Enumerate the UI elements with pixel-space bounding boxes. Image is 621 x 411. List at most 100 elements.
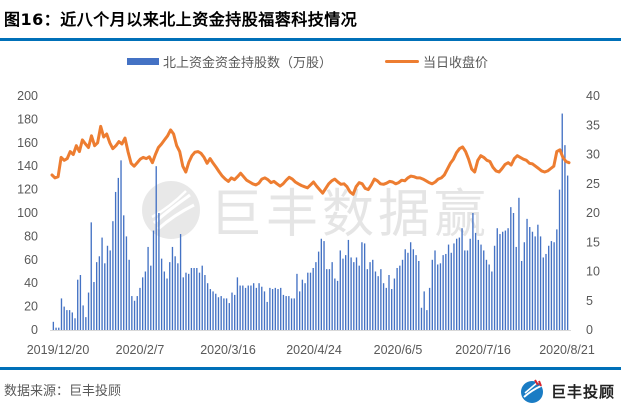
holding-bar [239, 285, 241, 330]
holding-bar [366, 269, 369, 330]
holding-bar [63, 306, 65, 330]
holding-bar [423, 291, 425, 330]
holding-bar [269, 287, 271, 330]
holding-bar [258, 283, 260, 330]
holding-bar [144, 271, 147, 330]
holding-bar [556, 229, 558, 330]
holding-bar [561, 113, 563, 330]
holding-bar [160, 258, 163, 330]
holding-bar [171, 246, 174, 330]
holding-bar [431, 259, 433, 330]
holding-bar [223, 298, 225, 330]
holding-bar [247, 285, 249, 330]
holding-bar [550, 241, 553, 330]
y-left-tick-label: 0 [31, 323, 38, 337]
x-tick-label: 2020/6/5 [374, 343, 423, 357]
holding-bar [485, 259, 488, 330]
holding-bar [274, 287, 276, 330]
holding-bar [131, 296, 133, 330]
y-left-tick-label: 120 [17, 183, 38, 197]
holding-bar [228, 303, 230, 330]
holding-bar [502, 231, 504, 330]
holding-bar [515, 246, 517, 330]
x-tick-label: 2019/12/20 [27, 343, 90, 357]
holding-bar [133, 300, 136, 330]
y-left-tick-label: 200 [17, 89, 38, 103]
holding-bar [350, 257, 352, 330]
holding-bar [177, 263, 179, 330]
holding-bar [150, 265, 152, 330]
chart-legend: 北上资金资金持股数（万股） 当日收盘价 [0, 52, 621, 72]
holding-bar [152, 230, 155, 330]
holding-bar [355, 257, 358, 330]
holding-bar [109, 250, 111, 330]
holding-bar [442, 255, 444, 330]
data-source: 数据来源：巨丰投顾 [4, 384, 122, 399]
holding-bar [93, 282, 95, 330]
holding-bar [328, 269, 331, 330]
holding-bar [510, 207, 512, 330]
legend-close-price-label: 当日收盘价 [423, 56, 489, 71]
legend-line-swatch [385, 60, 419, 63]
chart-plot: 0 20 40 60 80 100 120 140 160 180 200 0 5 10 15 20 25 30 3… [17, 89, 600, 357]
holding-bar [477, 239, 479, 330]
y-left-tick-label: 40 [24, 276, 38, 290]
holding-bar [58, 327, 60, 330]
holding-bar [407, 252, 409, 330]
holding-bar [469, 238, 471, 330]
holding-bar [244, 287, 247, 330]
holding-bar [71, 312, 73, 330]
holding-bar [74, 318, 76, 330]
holding-bar [225, 298, 228, 330]
holding-bar [182, 277, 184, 330]
holding-bar [537, 224, 539, 330]
holding-bar [531, 231, 534, 330]
holding-bar [315, 262, 317, 330]
holding-bar [198, 272, 201, 330]
holding-bar [388, 275, 390, 330]
holding-bar [331, 262, 333, 330]
holding-bar [101, 237, 103, 330]
holding-bar [185, 272, 187, 330]
holding-bar [139, 287, 141, 330]
holding-bar [196, 267, 198, 330]
holding-bar [399, 265, 401, 330]
holding-bar [480, 244, 482, 330]
holding-bar [415, 255, 417, 330]
holding-bar [453, 243, 455, 330]
holding-bar [266, 301, 268, 330]
holding-bar [358, 265, 360, 330]
holding-bar [461, 228, 463, 330]
holding-bar [52, 321, 55, 330]
holding-bar [474, 232, 477, 330]
holding-bar [369, 262, 371, 330]
holding-bar [263, 291, 266, 330]
holding-bar [326, 269, 328, 330]
holding-bar [174, 256, 176, 330]
holding-bar [420, 307, 423, 330]
holding-bar [271, 289, 274, 330]
holding-bar [545, 253, 547, 330]
holding-bar [114, 191, 117, 330]
holding-bar [217, 297, 220, 330]
holding-bar [231, 292, 233, 330]
holding-bar [277, 289, 279, 330]
x-tick-label: 2020/2/7 [116, 343, 165, 357]
holding-bar [147, 246, 149, 330]
holding-bar [526, 218, 528, 330]
holding-bar [539, 236, 542, 330]
holding-bar [261, 286, 263, 330]
holding-bar [377, 276, 379, 330]
holding-bar [320, 238, 322, 330]
holding-bar [409, 242, 412, 330]
holding-bar [472, 213, 474, 330]
holding-bar [548, 245, 550, 330]
holding-bar [391, 289, 393, 330]
holding-bar [188, 273, 190, 330]
y-right-tick-label: 5 [586, 294, 593, 308]
brand-logo: 巨丰投顾 [519, 378, 615, 404]
holding-bar [382, 283, 385, 330]
holding-bar [558, 189, 561, 330]
holding-bar [488, 264, 490, 330]
holding-bar [66, 310, 68, 330]
